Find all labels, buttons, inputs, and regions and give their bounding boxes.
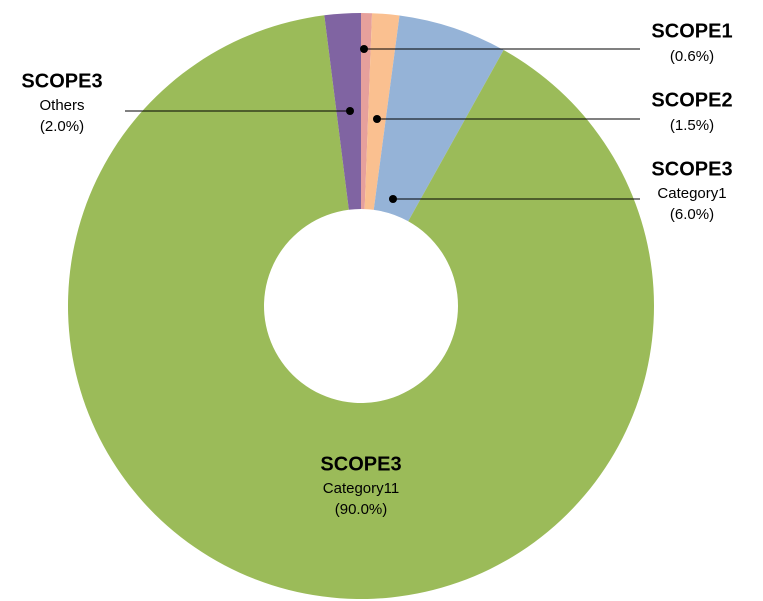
- leader-dot: [346, 107, 354, 115]
- value-label: (0.6%): [670, 48, 714, 65]
- leader-dot: [373, 115, 381, 123]
- donut-segment: [361, 13, 373, 210]
- segment-sublabel: Category11: [323, 480, 399, 497]
- value-label: (2.0%): [40, 118, 84, 135]
- segment-label: SCOPE3: [21, 70, 102, 92]
- donut-segment: [67, 15, 654, 599]
- segment-label: SCOPE3: [320, 453, 401, 475]
- value-label: (6.0%): [670, 206, 714, 223]
- segment-label: SCOPE3: [651, 158, 732, 180]
- segment-label: SCOPE1: [651, 20, 732, 42]
- segment-sublabel: Category1: [657, 185, 726, 202]
- value-label: (90.0%): [335, 501, 388, 518]
- leader-dot: [360, 45, 368, 53]
- leader-dot: [389, 195, 397, 203]
- segment-label: SCOPE2: [651, 89, 732, 111]
- donut-segment: [373, 15, 504, 222]
- value-label: (1.5%): [670, 117, 714, 134]
- segment-sublabel: Others: [39, 97, 84, 114]
- donut-segment: [364, 13, 400, 210]
